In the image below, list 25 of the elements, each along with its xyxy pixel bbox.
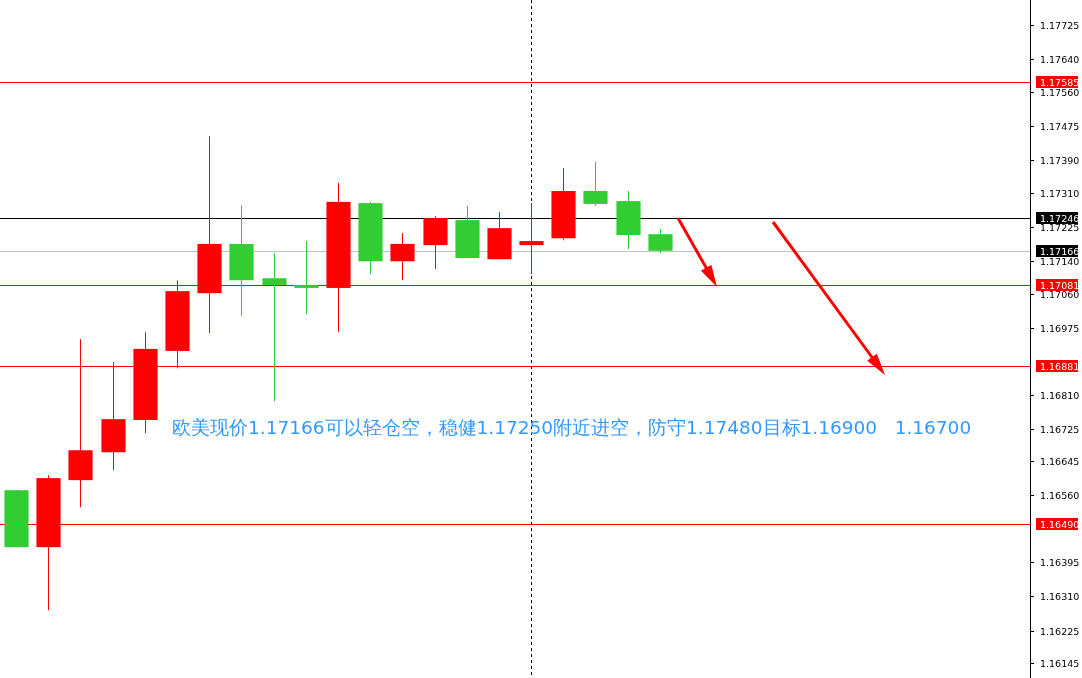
y-tick-label: 1.16145 [1040,658,1080,669]
annotation: 欧美现价1.17166可以轻仓空，稳健1.17250附近进空，防守1.17480目标1.16900 1.16700 [172,417,972,438]
y-tick-label: 1.17225 [1040,222,1080,233]
y-tick-label: 1.17560 [1040,87,1080,98]
ref-line-label: 1.17166 [1040,245,1080,257]
y-tick-label: 1.17140 [1040,256,1080,267]
ref-line-label: 1.16490 [1040,518,1080,530]
y-tick-label: 1.16310 [1040,591,1080,602]
y-tick-label: 1.16395 [1040,557,1080,568]
y-tick-label: 1.17725 [1040,20,1080,31]
y-tick-label: 1.16725 [1040,424,1080,435]
ref-line-label: 1.16881 [1040,360,1080,372]
y-tick-label: 1.17390 [1040,155,1080,166]
y-tick-label: 1.16645 [1040,456,1080,467]
ref-line-label: 1.17246 [1040,212,1080,224]
ref-line-label: 1.17585 [1040,76,1080,88]
y-tick-label: 1.16810 [1040,390,1080,401]
y-tick-label: 1.17475 [1040,121,1080,132]
ref-line-label: 1.17081 [1040,279,1080,291]
y-tick-label: 1.16560 [1040,490,1080,501]
y-tick-label: 1.17640 [1040,54,1080,65]
y-tick-label: 1.17060 [1040,289,1080,300]
y-tick-label: 1.17310 [1040,188,1080,199]
y-tick-label: 1.16975 [1040,323,1080,334]
y-tick-label: 1.16225 [1040,626,1080,637]
